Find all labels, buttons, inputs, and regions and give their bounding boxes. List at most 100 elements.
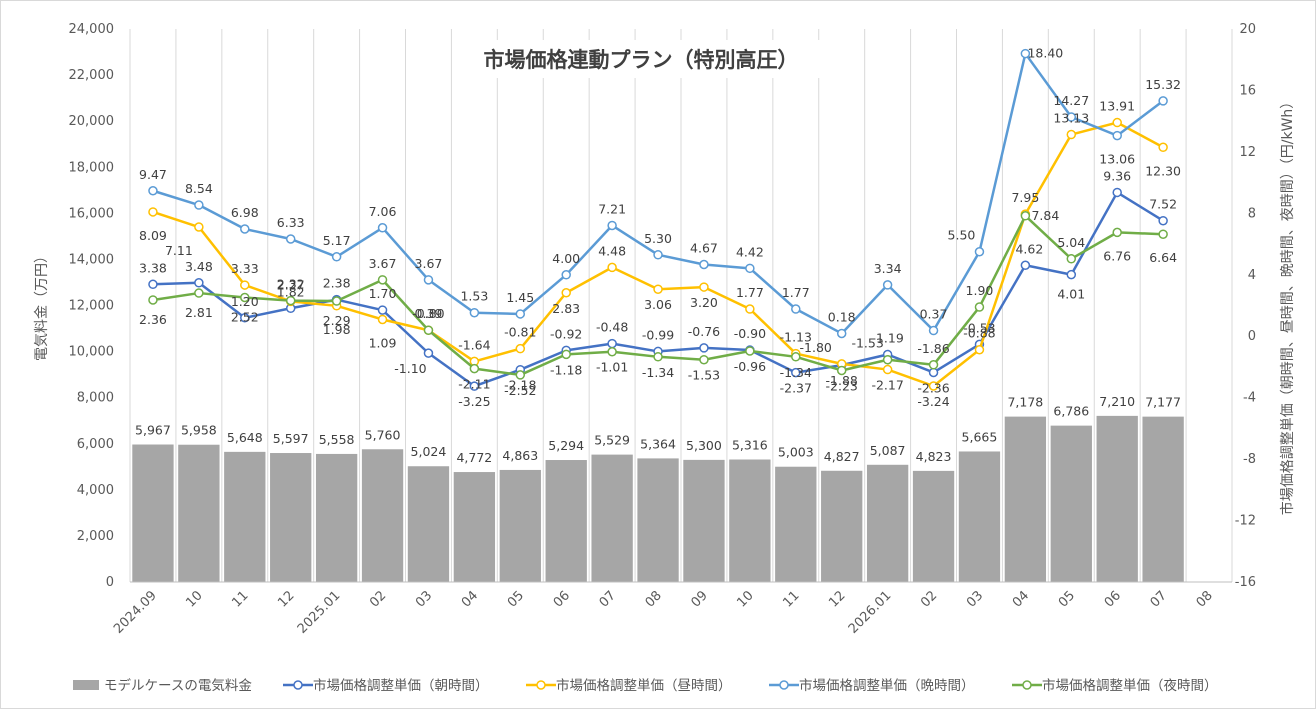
series-point <box>607 346 617 357</box>
bar <box>270 453 312 582</box>
series-data-label: -1.88 <box>826 373 858 388</box>
bar-label: 5,529 <box>594 433 630 448</box>
bar <box>499 469 541 582</box>
series-point <box>653 284 663 294</box>
bar-label: 5,597 <box>273 431 309 446</box>
series-point <box>974 344 985 355</box>
series-point <box>1112 117 1122 128</box>
y-tick-label: 10,000 <box>69 345 115 360</box>
series-data-label: 15.32 <box>1145 77 1181 92</box>
legend-marker-evening <box>779 680 789 690</box>
series-data-label: 1.77 <box>736 285 764 300</box>
series-data-label: 1.82 <box>277 284 305 299</box>
series-point <box>377 223 388 233</box>
series-data-label: 1.90 <box>966 283 994 298</box>
bar-label: 5,024 <box>411 444 447 459</box>
y2-axis-title: 市場価格調整単価（朝時間、昼時間、晩時間、夜時間）（円/kWh） <box>1279 95 1296 516</box>
series-data-label: 1.53 <box>460 289 488 304</box>
bar <box>1050 425 1092 582</box>
y2-tick-label: 20 <box>1239 22 1256 37</box>
series-point <box>194 278 204 288</box>
y-tick-label: 8,000 <box>77 391 114 406</box>
series-data-label: -2.52 <box>504 383 536 398</box>
series-data-label: -1.86 <box>917 341 949 356</box>
series-data-label: 13.13 <box>1053 111 1089 126</box>
series-point <box>928 360 939 370</box>
series-data-label: 1.09 <box>369 335 397 350</box>
series-point <box>974 302 985 312</box>
bar <box>1096 415 1138 582</box>
series-point <box>882 364 893 375</box>
series-point <box>1066 269 1077 280</box>
series-point <box>285 295 296 306</box>
series-data-label: 1.20 <box>231 294 259 309</box>
bar-label: 5,558 <box>319 432 355 447</box>
series-data-label: 0.37 <box>920 307 948 322</box>
series-data-label: 6.98 <box>231 205 259 220</box>
series-data-label: -2.11 <box>458 377 490 392</box>
series-data-label: 3.33 <box>231 261 259 276</box>
series-data-label: -0.80 <box>412 306 444 321</box>
series-data-label: -2.18 <box>504 378 536 393</box>
bar-label: 7,177 <box>1145 395 1181 410</box>
series-data-label: 7.95 <box>1011 190 1039 205</box>
y2-tick-label: 0 <box>1248 329 1256 344</box>
series-data-label: -1.53 <box>851 336 883 351</box>
series-data-label: 6.64 <box>1149 250 1177 265</box>
series-data-label: 13.06 <box>1099 152 1135 167</box>
series-data-label: 2.81 <box>185 305 213 320</box>
bar-label: 5,967 <box>135 423 171 438</box>
bar <box>224 451 266 582</box>
legend-label-morning: 市場価格調整単価（朝時間） <box>313 677 489 694</box>
series-data-label: 7.21 <box>598 201 626 216</box>
bar <box>545 460 587 582</box>
series-data-label: -2.36 <box>917 380 949 395</box>
series-data-label: -0.53 <box>963 320 995 335</box>
series-data-label: 7.11 <box>165 243 193 258</box>
series-data-label: 1.98 <box>323 322 351 337</box>
series-point <box>791 304 801 314</box>
series-point <box>561 288 571 298</box>
series-point <box>1020 48 1031 59</box>
series-point <box>240 280 250 290</box>
series-point <box>148 295 158 305</box>
y2-tick-label: 4 <box>1248 268 1256 283</box>
series-data-label: 14.27 <box>1053 93 1089 108</box>
series-point <box>148 186 158 196</box>
legend: モデルケースの電気料金 市場価格調整単価（朝時間） 市場価格調整単価（昼時間） … <box>73 677 1218 694</box>
y2-tick-label: -4 <box>1243 391 1256 406</box>
series-point <box>1066 112 1077 122</box>
bar-label: 5,958 <box>181 423 217 438</box>
series-point <box>285 234 296 244</box>
series-point <box>148 207 158 217</box>
series-data-label: 2.83 <box>552 301 580 316</box>
series-point <box>1112 227 1122 238</box>
series-point <box>745 263 755 274</box>
bar-label: 5,087 <box>870 443 906 458</box>
series-point <box>882 354 893 365</box>
y-axis-title: 電気料金（万円） <box>34 249 50 361</box>
bar-label: 4,772 <box>456 450 492 465</box>
series-point <box>791 367 801 378</box>
series-data-label: 3.34 <box>874 261 902 276</box>
series-point <box>194 200 204 210</box>
series-point <box>836 365 847 376</box>
series-data-label: 6.76 <box>1103 248 1131 263</box>
series-data-label: 18.40 <box>1027 46 1063 61</box>
bar-label: 6,786 <box>1053 404 1089 419</box>
series-point <box>423 348 434 358</box>
line-series <box>148 48 1168 391</box>
series-point <box>515 370 526 380</box>
series-data-label: -1.34 <box>780 365 812 380</box>
bar-label: 5,300 <box>686 438 722 453</box>
series-data-label: 4.67 <box>690 240 718 255</box>
y-tick-label: 20,000 <box>69 114 115 129</box>
series-data-label: -0.48 <box>596 320 628 335</box>
series-point <box>148 279 158 290</box>
series-point <box>515 343 526 354</box>
series-point <box>331 252 342 262</box>
series-data-label: 4.42 <box>736 244 764 259</box>
series-data-label: 3.38 <box>139 260 167 275</box>
bar-label: 5,294 <box>548 438 584 453</box>
bar <box>178 444 220 582</box>
